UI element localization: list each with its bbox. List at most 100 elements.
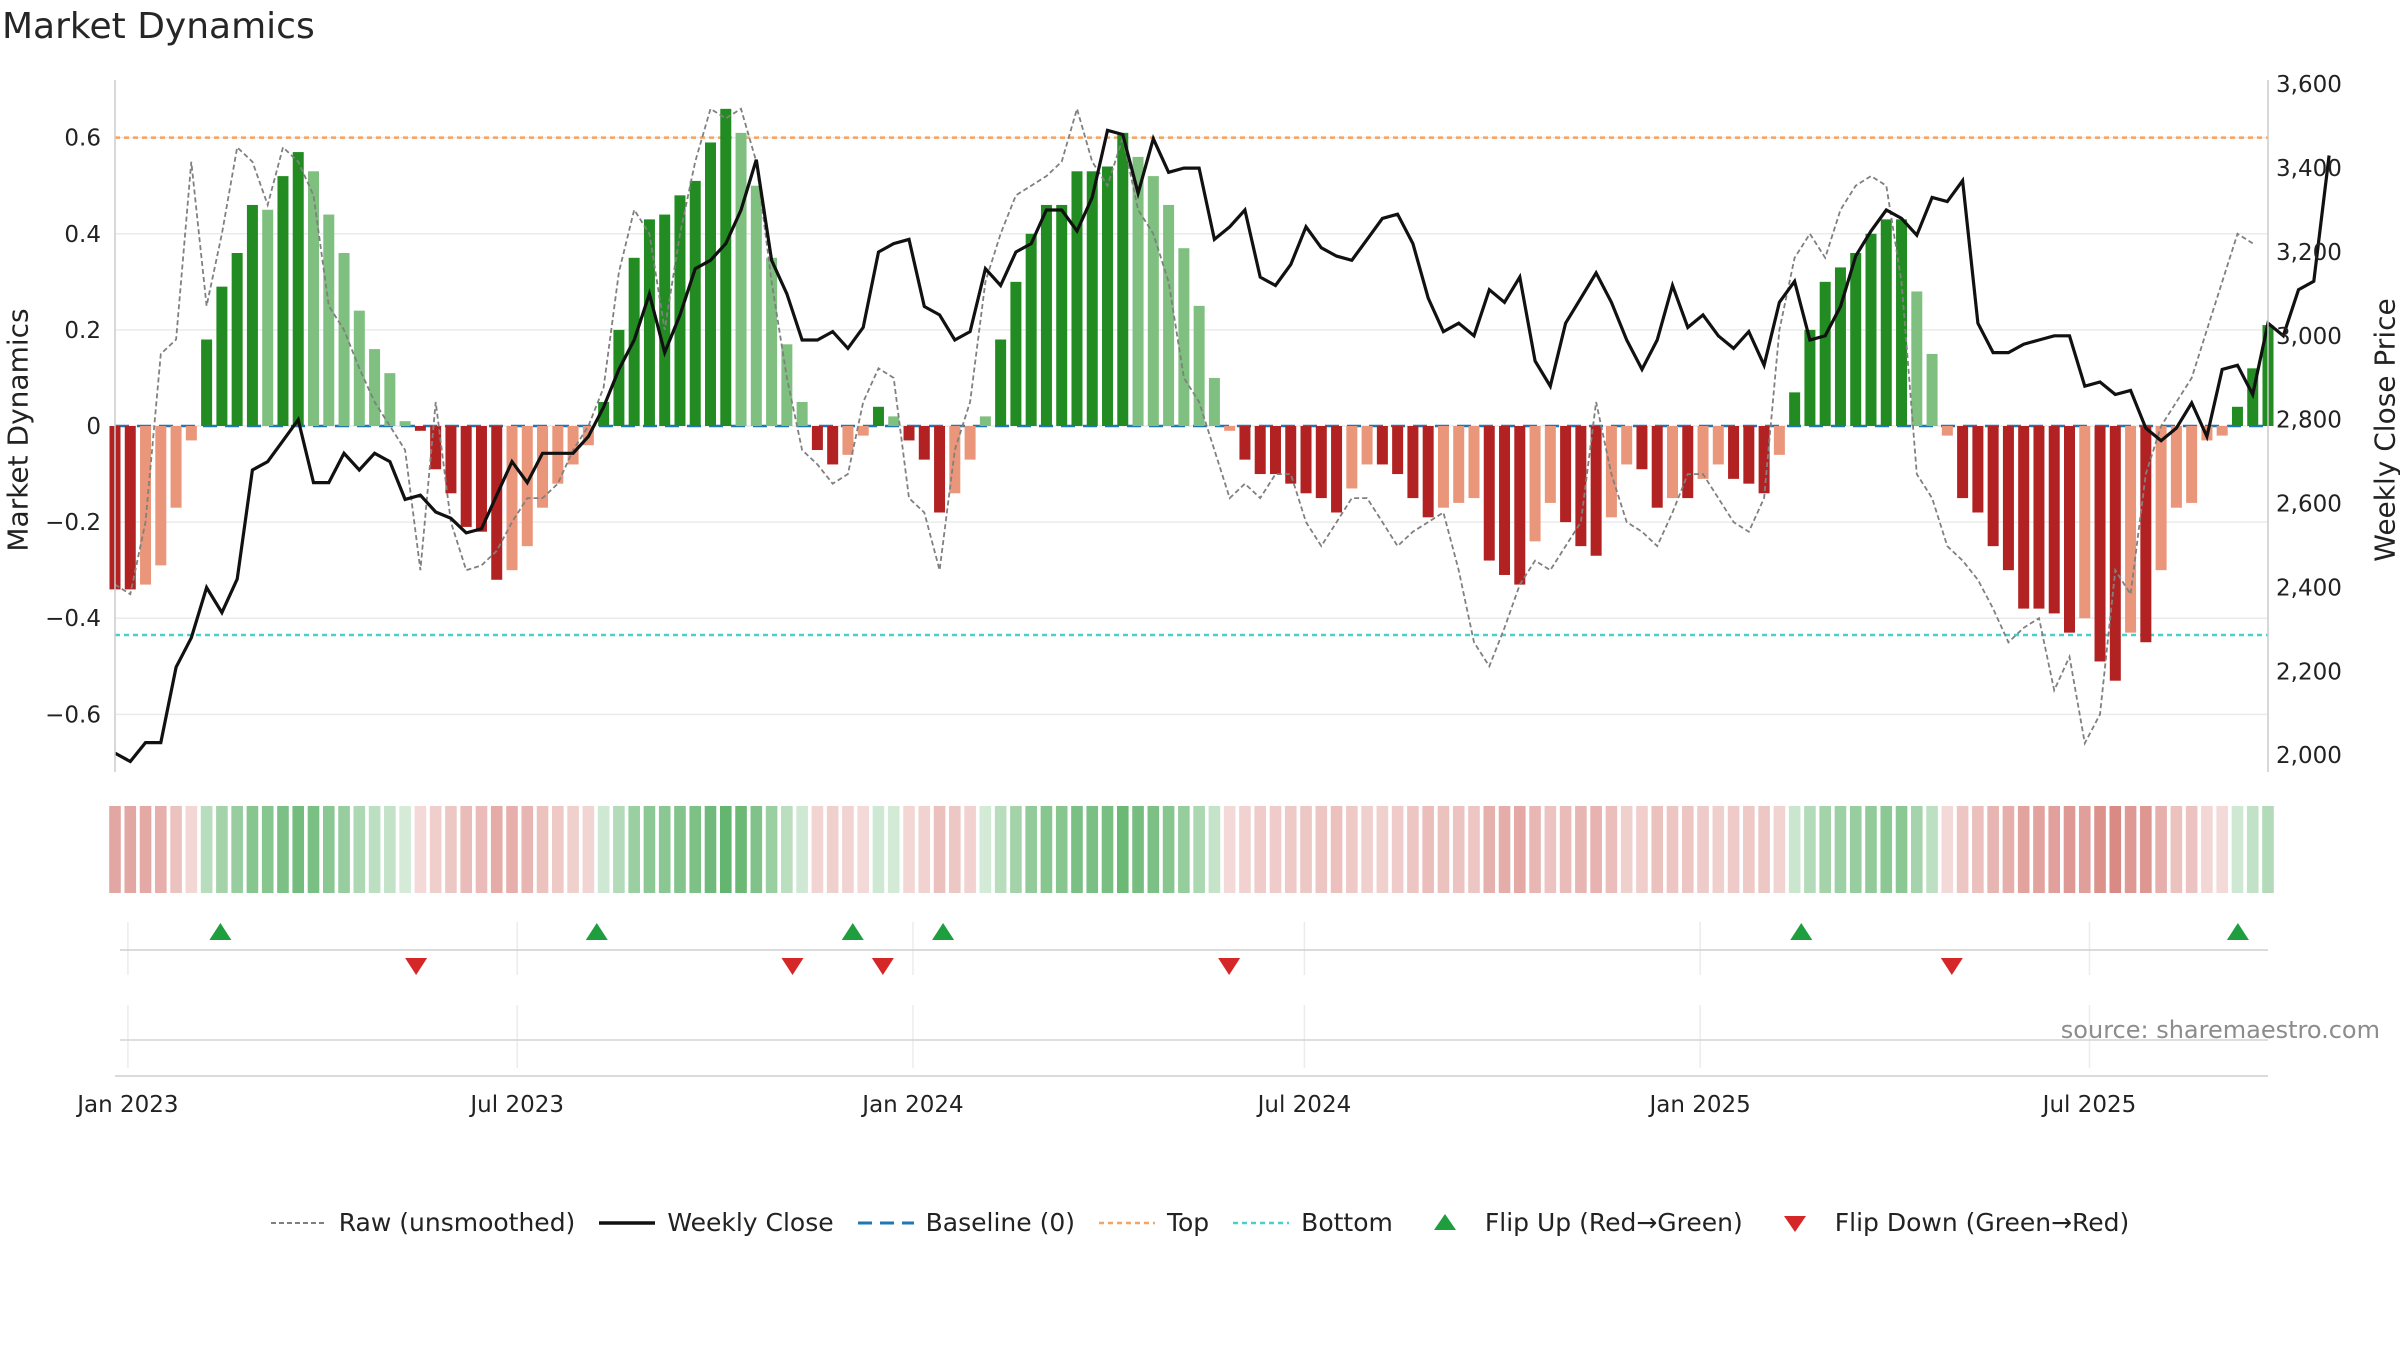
regime-band <box>719 806 732 893</box>
regime-band <box>1544 806 1557 893</box>
dynamics-bar <box>735 132 747 426</box>
dynamics-bar <box>1361 426 1373 465</box>
regime-band <box>1116 806 1129 893</box>
dynamics-bar <box>1407 426 1419 499</box>
dynamics-bar <box>1666 426 1678 499</box>
regime-band <box>857 806 870 893</box>
legend-swatch-flip-down <box>1767 1213 1823 1233</box>
dynamics-bar <box>796 401 808 426</box>
raw-series <box>114 105 2254 746</box>
regime-band <box>429 806 442 893</box>
regime-band <box>1422 806 1434 893</box>
dynamics-bar <box>201 339 213 426</box>
dynamics-bar <box>1911 291 1923 426</box>
dynamics-bar <box>1483 426 1495 561</box>
regime-band <box>658 806 671 893</box>
regime-band <box>964 806 976 893</box>
regime-band <box>1666 806 1679 893</box>
dynamics-bar <box>1697 426 1709 479</box>
regime-band <box>216 806 228 893</box>
dynamics-bar <box>1331 426 1343 513</box>
dynamics-bar <box>338 253 350 426</box>
regime-band <box>674 806 686 893</box>
regime-band <box>1697 806 1709 893</box>
dynamics-bar <box>445 426 457 494</box>
legend-swatch-bottom <box>1233 1213 1290 1233</box>
regime-band <box>124 806 137 893</box>
y-tick-label-left: 0.4 <box>64 222 101 248</box>
dynamics-bar <box>414 426 426 431</box>
y-tick-label-right: 3,600 <box>2276 72 2342 98</box>
regime-band <box>628 806 640 893</box>
regime-band <box>2063 806 2076 893</box>
dynamics-bar <box>521 426 533 547</box>
y-tick-label-right: 2,800 <box>2276 408 2342 434</box>
dynamics-bar <box>1392 426 1404 475</box>
regime-band <box>1498 806 1511 893</box>
regime-band <box>1636 806 1648 893</box>
dynamics-bar <box>1269 426 1281 475</box>
regime-band <box>1651 806 1664 893</box>
regime-band <box>750 806 763 893</box>
dynamics-bar <box>140 426 152 585</box>
y-tick-label-left: −0.4 <box>45 606 101 632</box>
dynamics-bar <box>308 171 320 426</box>
regime-band <box>1346 806 1358 893</box>
regime-band <box>1910 806 1923 893</box>
regime-band <box>979 806 992 893</box>
dynamics-bar <box>384 373 396 426</box>
regime-band <box>2078 806 2091 893</box>
regime-band <box>1239 806 1251 893</box>
legend-item-flip-down: Flip Down (Green→Red) <box>1767 1208 2129 1237</box>
regime-band <box>1468 806 1480 893</box>
dynamics-bar <box>1850 253 1862 426</box>
dynamics-bar <box>277 176 289 426</box>
dynamics-bar <box>1621 426 1633 465</box>
dynamics-bar <box>1132 156 1144 426</box>
dynamics-bar <box>1163 204 1175 426</box>
dynamics-bar <box>1758 426 1770 494</box>
regime-band <box>1254 806 1267 893</box>
dynamics-bar <box>689 180 701 426</box>
regime-band <box>261 806 274 893</box>
x-tick-label: Jan 2024 <box>860 1092 963 1118</box>
dynamics-bar <box>292 152 304 427</box>
dynamics-bar <box>2186 426 2198 503</box>
weekly-close-line <box>114 128 2331 764</box>
regime-band <box>246 806 259 893</box>
dynamics-bar <box>2216 426 2228 436</box>
y-tick-label-left: 0.2 <box>64 318 101 344</box>
legend-item-flip-up: Flip Up (Red→Green) <box>1417 1208 1743 1237</box>
dynamics-bar <box>2018 426 2030 609</box>
regime-band <box>292 806 305 893</box>
regime-band <box>185 806 198 893</box>
axes: −0.6 −0.4 −0.2 0 0.2 0.4 0.6 2,000 2,200 2,400 2,6… <box>45 72 2342 772</box>
regime-band <box>1972 806 1984 893</box>
regime-band <box>445 806 457 893</box>
x-tick-label: Jul 2025 <box>2041 1092 2137 1118</box>
dynamics-bar <box>2002 426 2014 571</box>
legend-swatch-raw <box>270 1213 327 1233</box>
dynamics-bar <box>2109 426 2121 681</box>
regime-band <box>2155 806 2167 893</box>
regime-band <box>1391 806 1404 893</box>
regime-band <box>872 806 885 893</box>
legend-label: Weekly Close <box>667 1208 834 1237</box>
dynamics-bar <box>1040 204 1052 426</box>
regime-band <box>1162 806 1175 893</box>
dynamics-bar <box>2140 426 2152 643</box>
dynamics-bar <box>1544 426 1556 503</box>
dynamics-bar <box>1071 171 1083 426</box>
flip-up-marker <box>841 923 864 940</box>
dynamics-bar <box>613 329 625 426</box>
regime-band <box>1208 806 1221 893</box>
dynamics-bar <box>2170 426 2182 508</box>
dynamics-bar <box>1254 426 1266 475</box>
regime-band <box>475 806 488 893</box>
regime-band <box>903 806 915 893</box>
regime-band <box>1956 806 1969 893</box>
regime-band <box>1513 806 1526 893</box>
flip-down-marker <box>405 958 428 975</box>
dynamics-bar <box>2048 426 2060 614</box>
